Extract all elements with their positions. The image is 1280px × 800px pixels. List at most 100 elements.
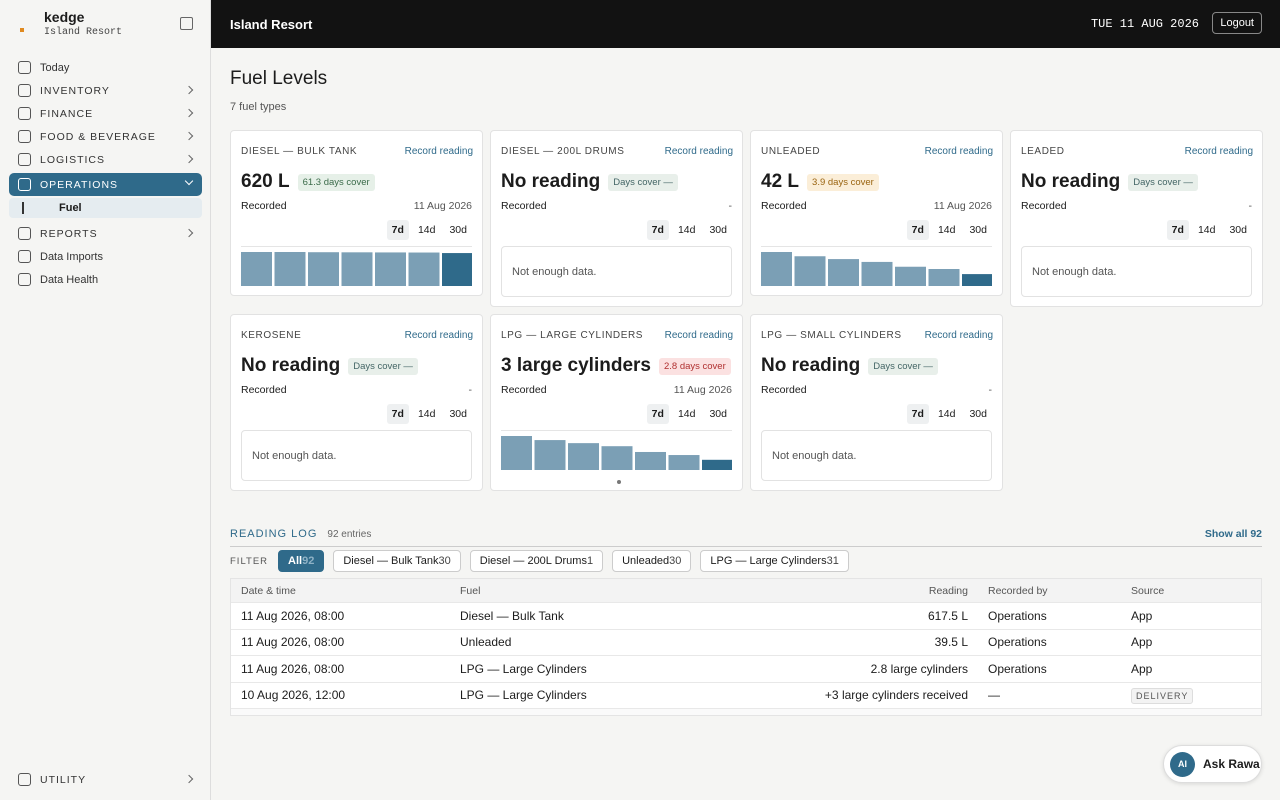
- fuel-card: DIESEL — 200L DRUMS Record reading No read…: [490, 130, 743, 307]
- nav-item[interactable]: Today: [9, 56, 202, 79]
- logout-button[interactable]: Logout: [1212, 12, 1262, 34]
- recorded-label: Recorded: [241, 200, 287, 212]
- assistant-button[interactable]: AI Ask Rawa: [1163, 745, 1262, 783]
- range-option[interactable]: 14d: [417, 408, 436, 420]
- property-name: Island Resort: [44, 27, 123, 38]
- history-bar: [861, 261, 893, 286]
- nav-label: Data Health: [40, 273, 99, 286]
- history-chart: [501, 430, 732, 470]
- range-option[interactable]: 30d: [449, 408, 467, 420]
- filter-chip[interactable]: LPG — Large Cylinders31: [700, 550, 849, 572]
- table-cell: 11 Aug 2026, 08:00: [231, 662, 450, 676]
- cell-text: Operations: [988, 635, 1047, 650]
- table-cell: Operations: [978, 609, 1121, 623]
- record-reading-link[interactable]: Record reading: [664, 146, 733, 157]
- range-option[interactable]: 7d: [646, 220, 669, 240]
- icon: [18, 250, 31, 263]
- range-option[interactable]: 14d: [937, 408, 956, 420]
- recorded-date: 11 Aug 2026: [673, 384, 732, 396]
- cell-text: App: [1131, 635, 1153, 650]
- reading-value: No reading: [501, 171, 601, 192]
- range-option[interactable]: 7d: [906, 220, 929, 240]
- range-option[interactable]: 14d: [417, 224, 436, 236]
- recorded-date: -: [728, 200, 733, 212]
- range-option[interactable]: 30d: [1229, 224, 1247, 236]
- nav-item[interactable]: LOGISTICS: [9, 148, 202, 171]
- nav-item[interactable]: REPORTS: [9, 222, 202, 245]
- range-option[interactable]: 7d: [386, 404, 409, 424]
- history-svg: [501, 436, 732, 470]
- cell-text: Unleaded: [460, 635, 512, 650]
- record-reading-link[interactable]: Record reading: [924, 330, 993, 341]
- filter-chip[interactable]: Unleaded30: [612, 550, 692, 572]
- collapse-button[interactable]: [180, 17, 193, 30]
- content: Fuel Levels 7 fuel types DIESEL — BULK T…: [230, 48, 1263, 491]
- nav-item[interactable]: INVENTORY: [9, 79, 202, 102]
- range-option[interactable]: 30d: [969, 224, 987, 236]
- icon: [18, 227, 31, 240]
- record-reading-link[interactable]: Record reading: [404, 330, 473, 341]
- header: Island Resort TUE 11 AUG 2026 Logout: [211, 0, 1280, 48]
- table-cell: DELIVERY: [1121, 688, 1261, 705]
- table-cell: Unleaded: [450, 635, 700, 649]
- nav-item[interactable]: Data Imports: [9, 245, 202, 268]
- cover-badge: 61.3 days cover: [297, 173, 375, 191]
- nav-item[interactable]: Data Health: [9, 268, 202, 291]
- icon: [18, 178, 31, 191]
- range-option[interactable]: 7d: [646, 404, 669, 424]
- reading-row: No reading Days cover —: [1021, 170, 1252, 194]
- range-toggle: 7d 14d 30d: [501, 404, 732, 424]
- range-option[interactable]: 14d: [937, 224, 956, 236]
- nav-item[interactable]: FOOD & BEVERAGE: [9, 125, 202, 148]
- filter-chip[interactable]: Diesel — 200L Drums1: [469, 550, 604, 572]
- range-option[interactable]: 30d: [709, 224, 727, 236]
- chevron: [184, 85, 194, 95]
- nav-item[interactable]: UTILITY: [9, 768, 202, 791]
- recorded-date: 11 Aug 2026: [933, 200, 992, 212]
- nav-item[interactable]: OPERATIONS: [9, 173, 202, 196]
- record-reading-link[interactable]: Record reading: [404, 146, 473, 157]
- nav-subitem[interactable]: Fuel: [9, 198, 202, 218]
- assistant-avatar: AI: [1170, 751, 1195, 777]
- record-reading-link[interactable]: Record reading: [1184, 146, 1253, 157]
- recorded-label: Recorded: [1021, 200, 1067, 212]
- record-reading-link[interactable]: Record reading: [664, 330, 733, 341]
- range-option[interactable]: 14d: [677, 408, 696, 420]
- show-all-link[interactable]: Show all 92: [1204, 528, 1262, 540]
- reading-row: 620 L 61.3 days cover: [241, 170, 472, 194]
- history-bar: [962, 274, 992, 286]
- history-bar: [928, 269, 960, 286]
- history-bar: [702, 459, 732, 470]
- range-option[interactable]: 7d: [906, 404, 929, 424]
- filter-count: 31: [826, 555, 839, 567]
- filter-chip[interactable]: Diesel — Bulk Tank30: [333, 550, 461, 572]
- range-option[interactable]: 30d: [969, 408, 987, 420]
- cover-badge: Days cover —: [1128, 173, 1198, 191]
- history-bar: [568, 443, 599, 470]
- cell-text: +3 large cylinders received: [824, 688, 968, 703]
- recorded-label: Recorded: [241, 384, 287, 396]
- icon: [18, 84, 31, 97]
- filter-chip[interactable]: All92: [278, 550, 325, 572]
- table-header: Date & time Fuel Reading Recorded by Source: [231, 579, 1261, 603]
- range-option[interactable]: 30d: [709, 408, 727, 420]
- empty-state: Not enough data.: [1021, 246, 1252, 297]
- nav-item[interactable]: FINANCE: [9, 102, 202, 125]
- log-title: READING LOG: [230, 528, 318, 540]
- chevron: [184, 774, 194, 784]
- table-row: 11 Aug 2026, 08:00 Diesel — Bulk Tank 617.…: [231, 603, 1261, 630]
- record-reading-link[interactable]: Record reading: [924, 146, 993, 157]
- recorded-label: Recorded: [761, 384, 807, 396]
- range-option[interactable]: 30d: [449, 224, 467, 236]
- table-cell: 11 Aug 2026, 08:00: [231, 609, 450, 623]
- range-toggle: 7d 14d 30d: [241, 404, 472, 424]
- range-option[interactable]: 7d: [386, 220, 409, 240]
- icon: [18, 130, 31, 143]
- cell-text: 11 Aug 2026, 08:00: [241, 608, 345, 623]
- page-title: Fuel Levels: [230, 68, 328, 89]
- brand-name: kedge: [44, 9, 85, 25]
- range-option[interactable]: 14d: [1197, 224, 1216, 236]
- range-option[interactable]: 14d: [677, 224, 696, 236]
- range-option[interactable]: 7d: [1166, 220, 1189, 240]
- log-table: Date & time Fuel Reading Recorded by Source 1…: [230, 578, 1262, 716]
